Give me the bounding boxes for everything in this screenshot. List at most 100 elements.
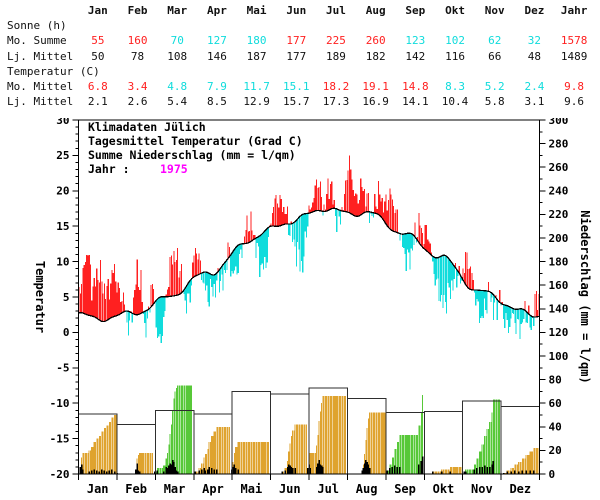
table-value: 189 xyxy=(326,49,346,63)
table-value: 180 xyxy=(246,34,267,48)
svg-text:0: 0 xyxy=(63,326,70,339)
svg-text:Feb: Feb xyxy=(125,482,147,496)
table-value: 102 xyxy=(445,34,465,48)
table-value: 177 xyxy=(286,49,307,63)
table-row: Jan Feb Mar Apr Mai Jun Jul Aug Sep Okt Nov Dez Jahr xyxy=(0,3,600,18)
table-row: Lj. Mittel 2.1 2.6 5.4 8.5 12.9 15.7 17.3 16.9 14… xyxy=(0,94,600,109)
table-value: 5.8 xyxy=(484,95,505,109)
svg-text:30: 30 xyxy=(56,118,69,127)
svg-text:15: 15 xyxy=(56,220,69,233)
column-header: Mai xyxy=(246,4,267,18)
svg-text:Aug: Aug xyxy=(356,482,378,496)
table-value: 32 xyxy=(527,34,542,48)
table-value: 66 xyxy=(488,49,502,63)
table-value: 2.6 xyxy=(127,95,148,109)
table-value: 78 xyxy=(130,49,145,63)
svg-text:240: 240 xyxy=(549,185,569,198)
climate-chart: -20 -15 -10 -5 0 5 10 15 20 25 30 0 20 40 60 80 100 120 14… xyxy=(0,114,600,500)
svg-text:Klimadaten Jülich: Klimadaten Jülich xyxy=(88,120,206,134)
svg-text:80: 80 xyxy=(549,373,562,386)
table-value: 12.9 xyxy=(243,95,270,109)
svg-text:Jul: Jul xyxy=(317,482,339,496)
svg-text:-10: -10 xyxy=(50,397,70,410)
table-value: 18.2 xyxy=(322,80,350,94)
table-value: 3.1 xyxy=(524,95,545,109)
table-value: 8.5 xyxy=(206,95,227,109)
table-value: 182 xyxy=(365,49,386,63)
svg-text:20: 20 xyxy=(56,185,69,198)
column-header: Feb xyxy=(127,4,148,18)
table-value: 123 xyxy=(405,34,426,48)
table-value: 2.1 xyxy=(87,95,108,109)
svg-text:Jan: Jan xyxy=(87,482,109,496)
table-value: 108 xyxy=(167,49,188,63)
svg-text:Jahr :: Jahr : xyxy=(88,162,130,176)
svg-text:5: 5 xyxy=(63,291,70,304)
table-value: 55 xyxy=(91,34,105,48)
svg-text:-20: -20 xyxy=(50,468,70,481)
svg-text:Niederschlag (mm = l/qm): Niederschlag (mm = l/qm) xyxy=(578,210,592,383)
table-value: 5.4 xyxy=(167,95,188,109)
svg-text:0: 0 xyxy=(549,468,556,481)
column-header: Jun xyxy=(286,4,307,18)
column-header: Jahr xyxy=(560,4,588,18)
svg-text:40: 40 xyxy=(549,421,562,434)
svg-text:300: 300 xyxy=(549,118,569,127)
column-header: Dez xyxy=(524,4,545,18)
column-header: Jan xyxy=(87,4,108,18)
table-value: 160 xyxy=(127,34,148,48)
table-value: 10.4 xyxy=(441,95,469,109)
table-value: 5.2 xyxy=(484,80,505,94)
column-header: Sep xyxy=(405,4,426,18)
svg-text:25: 25 xyxy=(56,149,69,162)
table-value: 70 xyxy=(170,34,184,48)
svg-text:Mai: Mai xyxy=(241,482,263,496)
svg-text:Temperatur: Temperatur xyxy=(33,261,47,333)
table-row: Mo. Mittel 6.8 3.4 4.8 7.9 11.7 15.1 18.2 19.1 14… xyxy=(0,79,600,94)
svg-text:Mar: Mar xyxy=(164,482,186,496)
table-value: 11.7 xyxy=(243,80,270,94)
table-row: Lj. Mittel 50 78 108 146 187 177 189 182 142 116 66… xyxy=(0,49,600,64)
table-value: 146 xyxy=(206,49,227,63)
svg-text:Apr: Apr xyxy=(202,482,224,496)
svg-text:140: 140 xyxy=(549,303,569,316)
svg-text:Jun: Jun xyxy=(279,482,301,496)
column-header: Nov xyxy=(484,4,505,18)
svg-text:-5: -5 xyxy=(56,362,69,375)
svg-text:Nov: Nov xyxy=(471,482,493,496)
svg-text:Dez: Dez xyxy=(509,482,531,496)
table-value: 19.1 xyxy=(362,80,389,94)
row-label: Lj. Mittel xyxy=(7,95,74,109)
monthly-summary-table: Jan Feb Mar Apr Mai Jun Jul Aug Sep Okt Nov Dez Jahr… xyxy=(0,3,600,109)
table-value: 9.8 xyxy=(564,80,585,94)
column-header: Apr xyxy=(206,4,227,18)
table-value: 1578 xyxy=(560,34,588,48)
svg-text:Tagesmittel Temperatur (Grad C: Tagesmittel Temperatur (Grad C) xyxy=(88,134,303,148)
svg-text:120: 120 xyxy=(549,326,569,339)
column-header: Jul xyxy=(326,4,346,18)
table-value: 127 xyxy=(206,34,227,48)
section-label: Temperatur (C) xyxy=(7,64,100,78)
svg-text:100: 100 xyxy=(549,350,569,363)
table-value: 9.6 xyxy=(564,95,585,109)
svg-text:180: 180 xyxy=(549,255,569,268)
table-value: 14.8 xyxy=(402,80,429,94)
svg-text:Okt: Okt xyxy=(433,482,455,496)
table-value: 187 xyxy=(246,49,267,63)
table-value: 48 xyxy=(527,49,542,63)
table-value: 16.9 xyxy=(362,95,389,109)
svg-text:260: 260 xyxy=(549,161,569,174)
table-value: 225 xyxy=(326,34,346,48)
table-value: 14.1 xyxy=(402,95,429,109)
table-value: 62 xyxy=(488,34,502,48)
column-header: Mar xyxy=(167,4,188,18)
row-label: Lj. Mittel xyxy=(7,49,74,63)
column-header: Okt xyxy=(445,4,465,18)
row-label: Mo. Mittel xyxy=(7,80,74,94)
svg-text:60: 60 xyxy=(549,397,562,410)
table-value: 116 xyxy=(445,49,465,63)
table-value: 4.8 xyxy=(167,80,188,94)
table-value: 177 xyxy=(286,34,307,48)
svg-text:200: 200 xyxy=(549,232,569,245)
